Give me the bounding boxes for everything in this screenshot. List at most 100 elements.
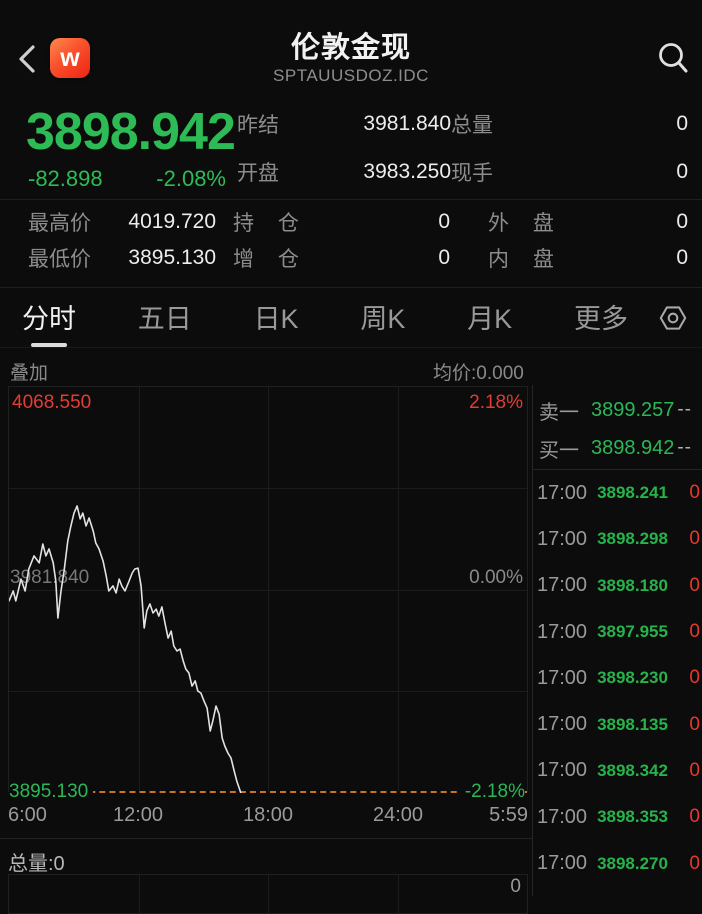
trade-volume: 0 (689, 713, 700, 735)
trade-price: 3898.353 (597, 807, 668, 827)
trade-row: 17:00 3898.241 0 (533, 470, 702, 516)
trade-time: 17:00 (537, 481, 588, 504)
trade-row: 17:00 3897.955 0 (533, 609, 702, 655)
trade-row: 17:00 3898.230 0 (533, 655, 702, 701)
trade-price: 3898.298 (597, 529, 668, 549)
volume-axis-value: 0 (510, 876, 521, 897)
quote-field-row: 开盘 3983.250 现手 0 (237, 148, 688, 196)
time-axis: 6:00 12:00 18:00 24:00 5:59 (8, 804, 528, 830)
trade-volume: 0 (689, 759, 700, 781)
order-book: 卖一 3899.257 -- 买一 3898.942 -- (533, 385, 702, 470)
trade-row: 17:00 3898.353 0 (533, 794, 702, 840)
divider (0, 347, 702, 348)
trade-row: 17:00 3898.298 0 (533, 516, 702, 562)
gridline (138, 875, 140, 913)
gridline (397, 875, 399, 913)
time-tick: 5:59 (489, 804, 528, 826)
stat-value: 0 (676, 246, 688, 269)
field-label: 昨结 (237, 114, 279, 137)
stat-value: 4019.720 (128, 210, 216, 233)
stats-row: 最低价 3895.130 增 仓 0 内 盘 0 (28, 240, 688, 276)
axis-high-price: 4068.550 (12, 392, 92, 413)
tab-0[interactable]: 分时 (22, 297, 76, 347)
logo-letter: w (60, 43, 80, 72)
trade-row: 17:00 3898.135 0 (533, 701, 702, 747)
bid-price: 3898.942 (591, 436, 675, 459)
trade-time: 17:00 (537, 574, 588, 597)
stat-label: 内 盘 (488, 248, 554, 271)
field-value: 0 (676, 160, 688, 183)
stat-label: 持 仓 (233, 212, 299, 235)
trade-volume: 0 (689, 621, 700, 643)
tab-4[interactable]: 月K (467, 304, 513, 334)
price-line-chart (9, 505, 242, 793)
chart-tabbar: 分时 五日 日K 周K 月K 更多 (0, 288, 702, 347)
stat-label: 最低价 (28, 248, 91, 271)
quote-side-panel[interactable]: 卖一 3899.257 -- 买一 3898.942 -- 17:00 3898.… (532, 385, 702, 896)
trade-time: 17:00 (537, 527, 588, 550)
price-change: -82.898 (28, 166, 103, 191)
tab-bar: 分时 五日 日K 周K 月K 更多 (22, 297, 628, 347)
field-value: 3983.250 (363, 160, 451, 183)
overlay-button[interactable]: 叠加 (10, 363, 49, 384)
field-value: 0 (676, 112, 688, 135)
gridline (9, 589, 527, 591)
page-title: 伦敦金现 (290, 32, 411, 64)
trade-time: 17:00 (537, 759, 588, 782)
time-tick: 18:00 (242, 804, 294, 826)
trade-price: 3898.270 (597, 853, 668, 873)
axis-prev-close: 3981.840 (10, 567, 90, 588)
bid-label: 买一 (539, 439, 579, 462)
tab-2[interactable]: 日K (253, 304, 299, 334)
wind-app-logo[interactable]: w (50, 38, 90, 78)
divider (0, 287, 702, 288)
trade-list[interactable]: 17:00 3898.241 0 17:00 3898.298 0 17:00 3898.18… (533, 470, 702, 887)
trade-row: 17:00 3898.180 0 (533, 563, 702, 609)
stat-label: 外 盘 (488, 212, 554, 235)
bid-volume: -- (677, 437, 692, 458)
back-icon[interactable] (16, 44, 38, 74)
tab-5[interactable]: 更多 (573, 304, 628, 334)
total-volume-label: 总量:0 (8, 853, 65, 875)
chart-settings-icon[interactable] (658, 303, 688, 333)
search-icon[interactable] (656, 40, 690, 76)
ask-price: 3899.257 (591, 398, 675, 421)
trade-volume: 0 (689, 482, 700, 504)
trade-volume: 0 (689, 806, 700, 828)
header: w 伦敦金现 SPTAUUSDOZ.IDC (0, 0, 702, 100)
field-label: 现手 (451, 162, 493, 185)
trade-volume: 0 (689, 852, 700, 874)
divider (0, 199, 702, 200)
field-label: 开盘 (237, 162, 279, 185)
tab-1[interactable]: 五日 (137, 304, 192, 334)
time-tick: 12:00 (112, 804, 164, 826)
axis-low-pct: -2.18% (459, 781, 525, 803)
field-value: 3981.840 (363, 112, 451, 135)
quote-fields: 昨结 3981.840 总量 0 开盘 3983.250 现手 0 (237, 100, 688, 196)
volume-pane[interactable]: 0 (8, 874, 528, 914)
stat-value: 0 (438, 246, 450, 269)
axis-zero-pct: 0.00% (469, 567, 523, 588)
trade-time: 17:00 (537, 852, 588, 875)
field-label: 总量 (451, 114, 493, 137)
trade-volume: 0 (689, 667, 700, 689)
ask-row: 卖一 3899.257 -- (533, 391, 702, 429)
gridline (9, 690, 527, 692)
price-change-pct: -2.08% (156, 166, 226, 191)
tab-3[interactable]: 周K (360, 304, 406, 334)
time-tick: 24:00 (372, 804, 424, 826)
instrument-code: SPTAUUSDOZ.IDC (273, 66, 429, 85)
trade-time: 17:00 (537, 666, 588, 689)
trade-row: 17:00 3898.342 0 (533, 748, 702, 794)
trade-price: 3898.230 (597, 668, 668, 688)
trade-time: 17:00 (537, 713, 588, 736)
quote-field-row: 昨结 3981.840 总量 0 (237, 100, 688, 148)
stat-value: 0 (438, 210, 450, 233)
axis-high-pct: 2.18% (469, 392, 523, 413)
time-tick: 6:00 (8, 804, 47, 826)
stat-label: 增 仓 (233, 248, 299, 271)
trade-row: 17:00 3898.270 0 (533, 840, 702, 886)
last-price: 3898.942 (26, 103, 236, 161)
trade-price: 3898.342 (597, 760, 668, 780)
intraday-chart[interactable]: 4068.550 2.18% 3981.840 0.00% 3895.130 -… (8, 386, 528, 803)
